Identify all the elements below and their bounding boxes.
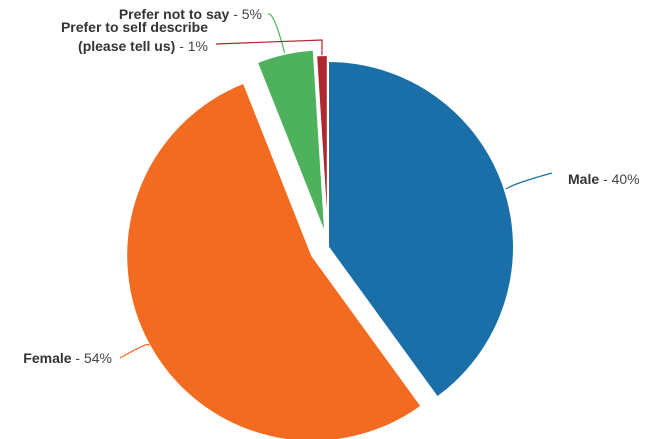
pie-slice-male[interactable] — [327, 59, 515, 399]
slice-label-value: - 40% — [599, 171, 639, 187]
slice-label-value: - 1% — [175, 38, 208, 54]
slice-label-value: - 5% — [229, 6, 262, 22]
slice-label-name: Male — [568, 171, 599, 187]
slice-label-female: Female - 54% — [23, 350, 112, 366]
slice-label-name: Prefer to self describe — [61, 19, 208, 35]
slice-label-name: Prefer not to say — [119, 6, 230, 22]
slice-label-name: (please tell us) — [78, 38, 175, 54]
slice-label-prefer-to-self-describe-please-tell-us: Prefer to self describe (please tell us) … — [61, 19, 208, 54]
slice-label-value: - 54% — [72, 350, 112, 366]
leader-line-prefer-not-to-say — [267, 13, 286, 53]
slice-label-name: Female — [23, 350, 71, 366]
slice-label-male: Male - 40% — [568, 171, 640, 187]
leader-line-male — [505, 172, 553, 190]
pie-slices — [125, 48, 515, 439]
pie-slice-prefer-to-self-describe-please-tell-us[interactable] — [315, 54, 329, 242]
leader-lines — [119, 13, 553, 359]
slice-label-prefer-not-to-say: Prefer not to say - 5% — [119, 6, 262, 22]
leader-line-female — [119, 343, 150, 359]
pie-slice-prefer-not-to-say[interactable] — [255, 48, 327, 236]
leader-line-prefer-to-self-describe-please-tell-us — [215, 39, 323, 56]
slice-labels: Male - 40% Female - 54% Prefer not to say … — [23, 6, 639, 366]
